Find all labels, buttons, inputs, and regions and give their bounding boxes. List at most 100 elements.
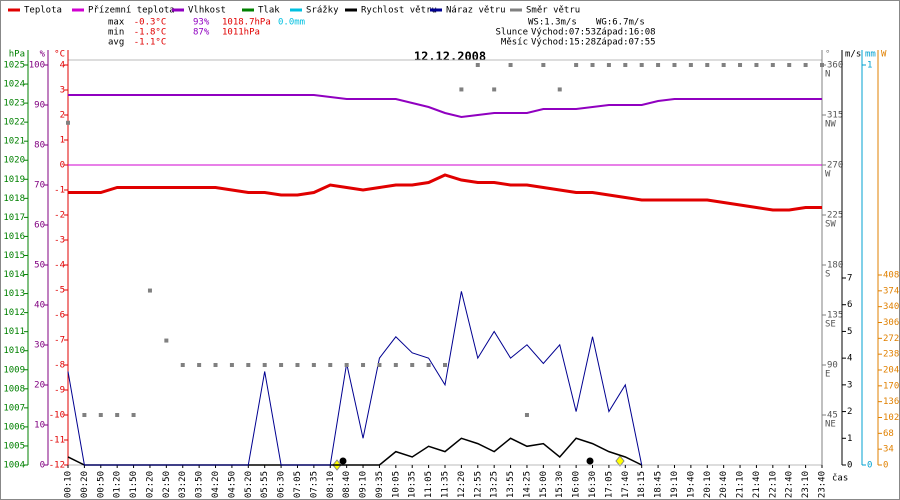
wind-direction-mark (180, 363, 185, 367)
y-tick-label: 10 (34, 421, 45, 431)
y-tick-label: 1023 (3, 99, 25, 109)
y-tick-label: 2 (60, 111, 65, 121)
stat-label: min (108, 28, 124, 38)
x-tick-label: 16:30 (588, 471, 598, 498)
y-tick-label: 1 (60, 136, 65, 146)
stat-label: avg (108, 38, 124, 48)
y-tick-label: 204 (883, 366, 899, 376)
y-tick-label: 1012 (3, 308, 25, 318)
y-tick-label: 102 (883, 413, 899, 423)
y-tick-label: 70 (34, 181, 45, 191)
x-tick-label: 02:20 (145, 471, 155, 498)
y-tick-label: 360 (827, 61, 843, 71)
y-tick-label: 1005 (3, 441, 25, 451)
y-tick-label: 90 (34, 101, 45, 111)
y-tick-label: 315 (827, 111, 843, 121)
wind-direction-mark (98, 413, 103, 417)
wind-direction-mark (508, 63, 513, 67)
y-tick-label: 1 (867, 61, 872, 71)
y-tick-label: 0 (40, 461, 45, 471)
y-tick-label: 238 (883, 350, 899, 360)
legend-entry: Tlak (258, 6, 280, 16)
x-tick-label: 21:10 (736, 471, 746, 498)
x-tick-label: 13:25 (490, 471, 500, 498)
y-tick-label: 1020 (3, 156, 25, 166)
y-tick-label: 1025 (3, 61, 25, 71)
y-tick-label: 68 (883, 429, 894, 439)
compass-label: N (825, 70, 830, 80)
x-tick-label: 15:00 (539, 471, 549, 498)
y-tick-label: 272 (883, 334, 899, 344)
x-tick-label: 00:50 (96, 471, 106, 498)
y-tick-label: 1010 (3, 346, 25, 356)
y-tick-label: 374 (883, 286, 899, 296)
wind-direction-mark (754, 63, 759, 67)
sun-rise: Východ:07:53 (531, 28, 596, 38)
wind-direction-mark (279, 363, 284, 367)
y-tick-label: 90 (827, 361, 838, 371)
y-tick-label: 135 (827, 311, 843, 321)
x-tick-label: 23:40 (818, 471, 828, 498)
series-line (68, 94, 822, 119)
y-tick-label: 6 (847, 300, 852, 310)
y-tick-label: 270 (827, 161, 843, 171)
y-tick-label: 0 (867, 461, 872, 471)
wind-direction-mark (262, 363, 267, 367)
sunset-marker (615, 455, 625, 467)
y-tick-label: 4 (60, 61, 65, 71)
x-tick-label: 18:15 (637, 471, 647, 498)
y-tick-label: 1015 (3, 251, 25, 261)
axis-unit: W (881, 50, 887, 60)
y-tick-label: 45 (827, 411, 838, 421)
x-tick-label: 15:30 (555, 471, 565, 498)
axis-unit: °C (54, 50, 65, 60)
stat-value: 1018.7hPa (222, 18, 271, 28)
chart-title: 12.12.2008 (414, 50, 486, 64)
stat-value: 87% (193, 28, 210, 38)
y-tick-label: -9 (54, 386, 65, 396)
x-tick-label: 09:35 (375, 471, 385, 498)
legend-entry: Směr větru (526, 6, 580, 16)
axis-unit: ° (825, 50, 830, 60)
series-line (68, 173, 822, 212)
y-tick-label: 1019 (3, 175, 25, 185)
x-tick-label: 12:20 (457, 471, 467, 498)
y-tick-label: 1021 (3, 137, 25, 147)
sun-label: Slunce (495, 28, 528, 38)
x-tick-label: 05:20 (244, 471, 254, 498)
y-tick-label: 170 (883, 381, 899, 391)
x-tick-label: 20:40 (719, 471, 729, 498)
y-tick-label: 1018 (3, 194, 25, 204)
y-tick-label: -3 (54, 236, 65, 246)
x-axis-label: čas (832, 473, 848, 484)
x-tick-label: 12:55 (473, 471, 483, 498)
y-tick-label: 136 (883, 397, 899, 407)
y-tick-label: 80 (34, 141, 45, 151)
x-tick-label: 21:40 (752, 471, 762, 498)
y-tick-label: 2 (847, 407, 852, 417)
stat-label: max (108, 18, 125, 28)
wind-direction-mark (688, 63, 693, 67)
moon-set: Západ:07:55 (596, 38, 656, 48)
wind-direction-mark (361, 363, 366, 367)
x-tick-label: 18:45 (654, 471, 664, 498)
series-line (67, 291, 643, 466)
wind-direction-mark (721, 63, 726, 67)
y-tick-label: 0 (60, 161, 65, 171)
y-tick-label: 50 (34, 261, 45, 271)
y-tick-label: -2 (54, 211, 65, 221)
y-tick-label: 1004 (3, 461, 25, 471)
wind-direction-mark (606, 63, 611, 67)
y-tick-label: 1 (847, 434, 852, 444)
y-tick-label: -5 (54, 286, 65, 296)
wind-direction-mark (524, 413, 529, 417)
wind-direction-mark (197, 363, 202, 367)
y-tick-label: 100 (29, 61, 45, 71)
y-tick-label: 408 (883, 271, 899, 281)
wind-direction-mark (82, 413, 87, 417)
y-tick-label: 20 (34, 381, 45, 391)
y-tick-label: 1024 (3, 80, 25, 90)
wind-direction-mark (459, 87, 464, 92)
wind-direction-mark (787, 63, 792, 67)
x-tick-label: 11:35 (441, 471, 451, 498)
